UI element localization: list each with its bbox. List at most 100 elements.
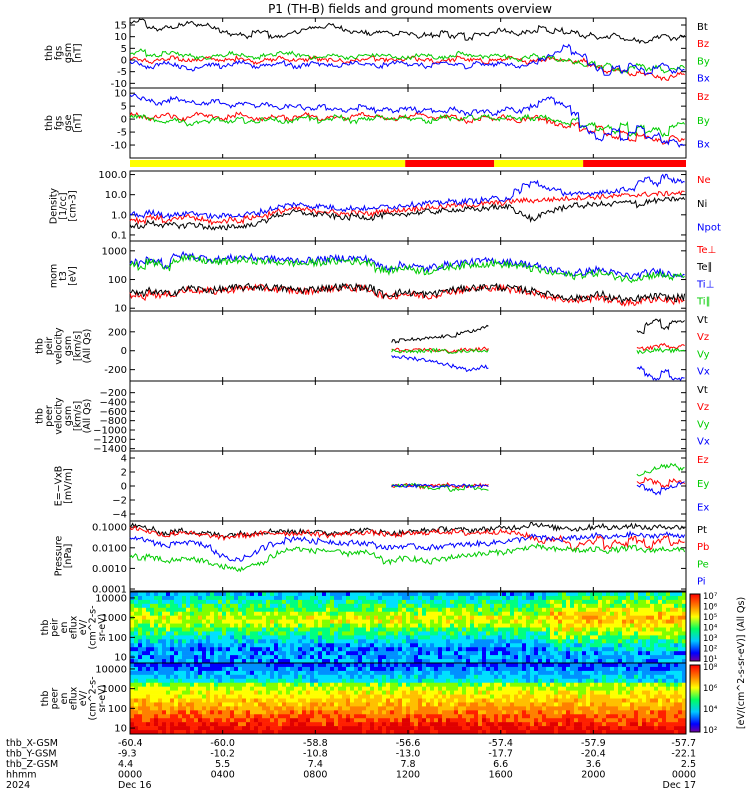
spectrogram-cell xyxy=(298,659,303,663)
spectrogram-cell xyxy=(470,651,475,656)
spectrogram-cell xyxy=(462,643,467,648)
spectrogram-cell xyxy=(542,607,547,613)
spectrogram-cell xyxy=(318,682,323,687)
spectrogram-cell xyxy=(478,643,483,648)
spectrogram-cell xyxy=(266,718,271,723)
spectrogram-cell xyxy=(174,655,179,660)
spectrogram-cell xyxy=(498,686,503,691)
spectrogram-cell xyxy=(194,702,199,707)
spectrogram-cell xyxy=(294,698,299,703)
spectrogram-cell xyxy=(678,615,683,620)
spectrogram-cell xyxy=(290,651,295,656)
spectrogram-cell xyxy=(318,702,323,707)
spectrogram-cell xyxy=(434,635,439,640)
spectrogram-cell xyxy=(342,635,347,640)
spectrogram-cell xyxy=(458,663,463,668)
legend-label-Bz: Bz xyxy=(697,39,709,50)
spectrogram-cell xyxy=(462,659,467,663)
spectrogram-cell xyxy=(458,631,463,636)
spectrogram-cell xyxy=(286,603,291,609)
spectrogram-cell xyxy=(158,643,163,648)
spectrogram-cell xyxy=(598,599,603,605)
spectrogram-cell xyxy=(550,599,555,605)
spectrogram-cell xyxy=(466,635,471,640)
spectrogram-cell xyxy=(170,726,175,731)
spectrogram-cell xyxy=(578,718,583,723)
spectrogram-cell xyxy=(574,698,579,703)
spectrogram-cell xyxy=(202,619,207,624)
spectrogram-cell xyxy=(254,694,259,699)
spectrogram-cell xyxy=(354,663,359,668)
y-tick-label: 1000 xyxy=(102,613,127,624)
spectrogram-cell xyxy=(462,666,467,672)
legend-label-Bt: Bt xyxy=(697,22,708,33)
spectrogram-cell xyxy=(230,643,235,648)
y-axis-label: [eV] xyxy=(68,266,79,286)
spectrogram-cell xyxy=(134,682,139,687)
spectrogram-cell xyxy=(294,603,299,609)
spectrogram-cell xyxy=(434,670,439,676)
spectrogram-cell xyxy=(418,678,423,684)
spectrogram-cell xyxy=(358,627,363,632)
spectrogram-cell xyxy=(582,666,587,672)
spectrogram-cell xyxy=(342,592,347,597)
spectrogram-cell xyxy=(270,706,275,711)
spectrogram-cell xyxy=(338,623,343,628)
spectrogram-cell xyxy=(538,615,543,620)
spectrogram-cell xyxy=(458,595,463,601)
spectrogram-cell xyxy=(282,706,287,711)
spectrogram-cell xyxy=(594,690,599,695)
spectrogram-cell xyxy=(450,623,455,628)
spectrogram-cell xyxy=(390,663,395,668)
spectrogram-cell xyxy=(586,595,591,601)
spectrogram-cell xyxy=(478,674,483,680)
legend-label-Ey: Ey xyxy=(697,479,709,490)
spectrogram-cell xyxy=(302,678,307,684)
spectrogram-cell xyxy=(390,706,395,711)
spectrogram-cell xyxy=(486,714,491,719)
spectrogram-cell xyxy=(518,627,523,632)
series-line-By xyxy=(129,113,685,138)
spectrogram-cell xyxy=(342,682,347,687)
spectrogram-cell xyxy=(390,631,395,636)
spectrogram-cell xyxy=(602,698,607,703)
spectrogram-cell xyxy=(510,611,515,616)
spectrogram-cell xyxy=(446,702,451,707)
spectrogram-cell xyxy=(442,619,447,624)
spectrogram-cell xyxy=(162,710,167,715)
spectrogram-cell xyxy=(142,647,147,652)
spectrogram-cell xyxy=(550,706,555,711)
spectrogram-cell xyxy=(602,603,607,609)
spectrogram-cell xyxy=(602,643,607,648)
spectrogram-cell xyxy=(494,655,499,660)
spectrogram-cell xyxy=(214,674,219,680)
spectrogram-cell xyxy=(490,611,495,616)
spectrogram-cell xyxy=(526,651,531,656)
spectrogram-cell xyxy=(170,643,175,648)
spectrogram-cell xyxy=(314,682,319,687)
spectrogram-cell xyxy=(634,599,639,605)
spectrogram-cell xyxy=(366,631,371,636)
spectrogram-cell xyxy=(186,631,191,636)
spectrogram-cell xyxy=(226,631,231,636)
spectrogram-cell xyxy=(242,611,247,616)
spectrogram-cell xyxy=(294,643,299,648)
spectrogram-cell xyxy=(266,627,271,632)
spectrogram-cell xyxy=(166,674,171,680)
spectrogram-cell xyxy=(186,674,191,680)
spectrogram-cell xyxy=(578,627,583,632)
spectrogram-cell xyxy=(590,659,595,663)
spectrogram-cell xyxy=(138,631,143,636)
spectrogram-cell xyxy=(318,710,323,715)
spectrogram-cell xyxy=(294,706,299,711)
spectrogram-cell xyxy=(338,639,343,644)
spectrogram-cell xyxy=(594,635,599,640)
spectrogram-cell xyxy=(430,599,435,605)
spectrogram-cell xyxy=(302,627,307,632)
spectrogram-cell xyxy=(342,607,347,613)
spectrogram-cell xyxy=(358,714,363,719)
spectrogram-cell xyxy=(450,682,455,687)
spectrogram-cell xyxy=(362,686,367,691)
spectrogram-cell xyxy=(274,603,279,609)
spectrogram-cell xyxy=(386,592,391,597)
